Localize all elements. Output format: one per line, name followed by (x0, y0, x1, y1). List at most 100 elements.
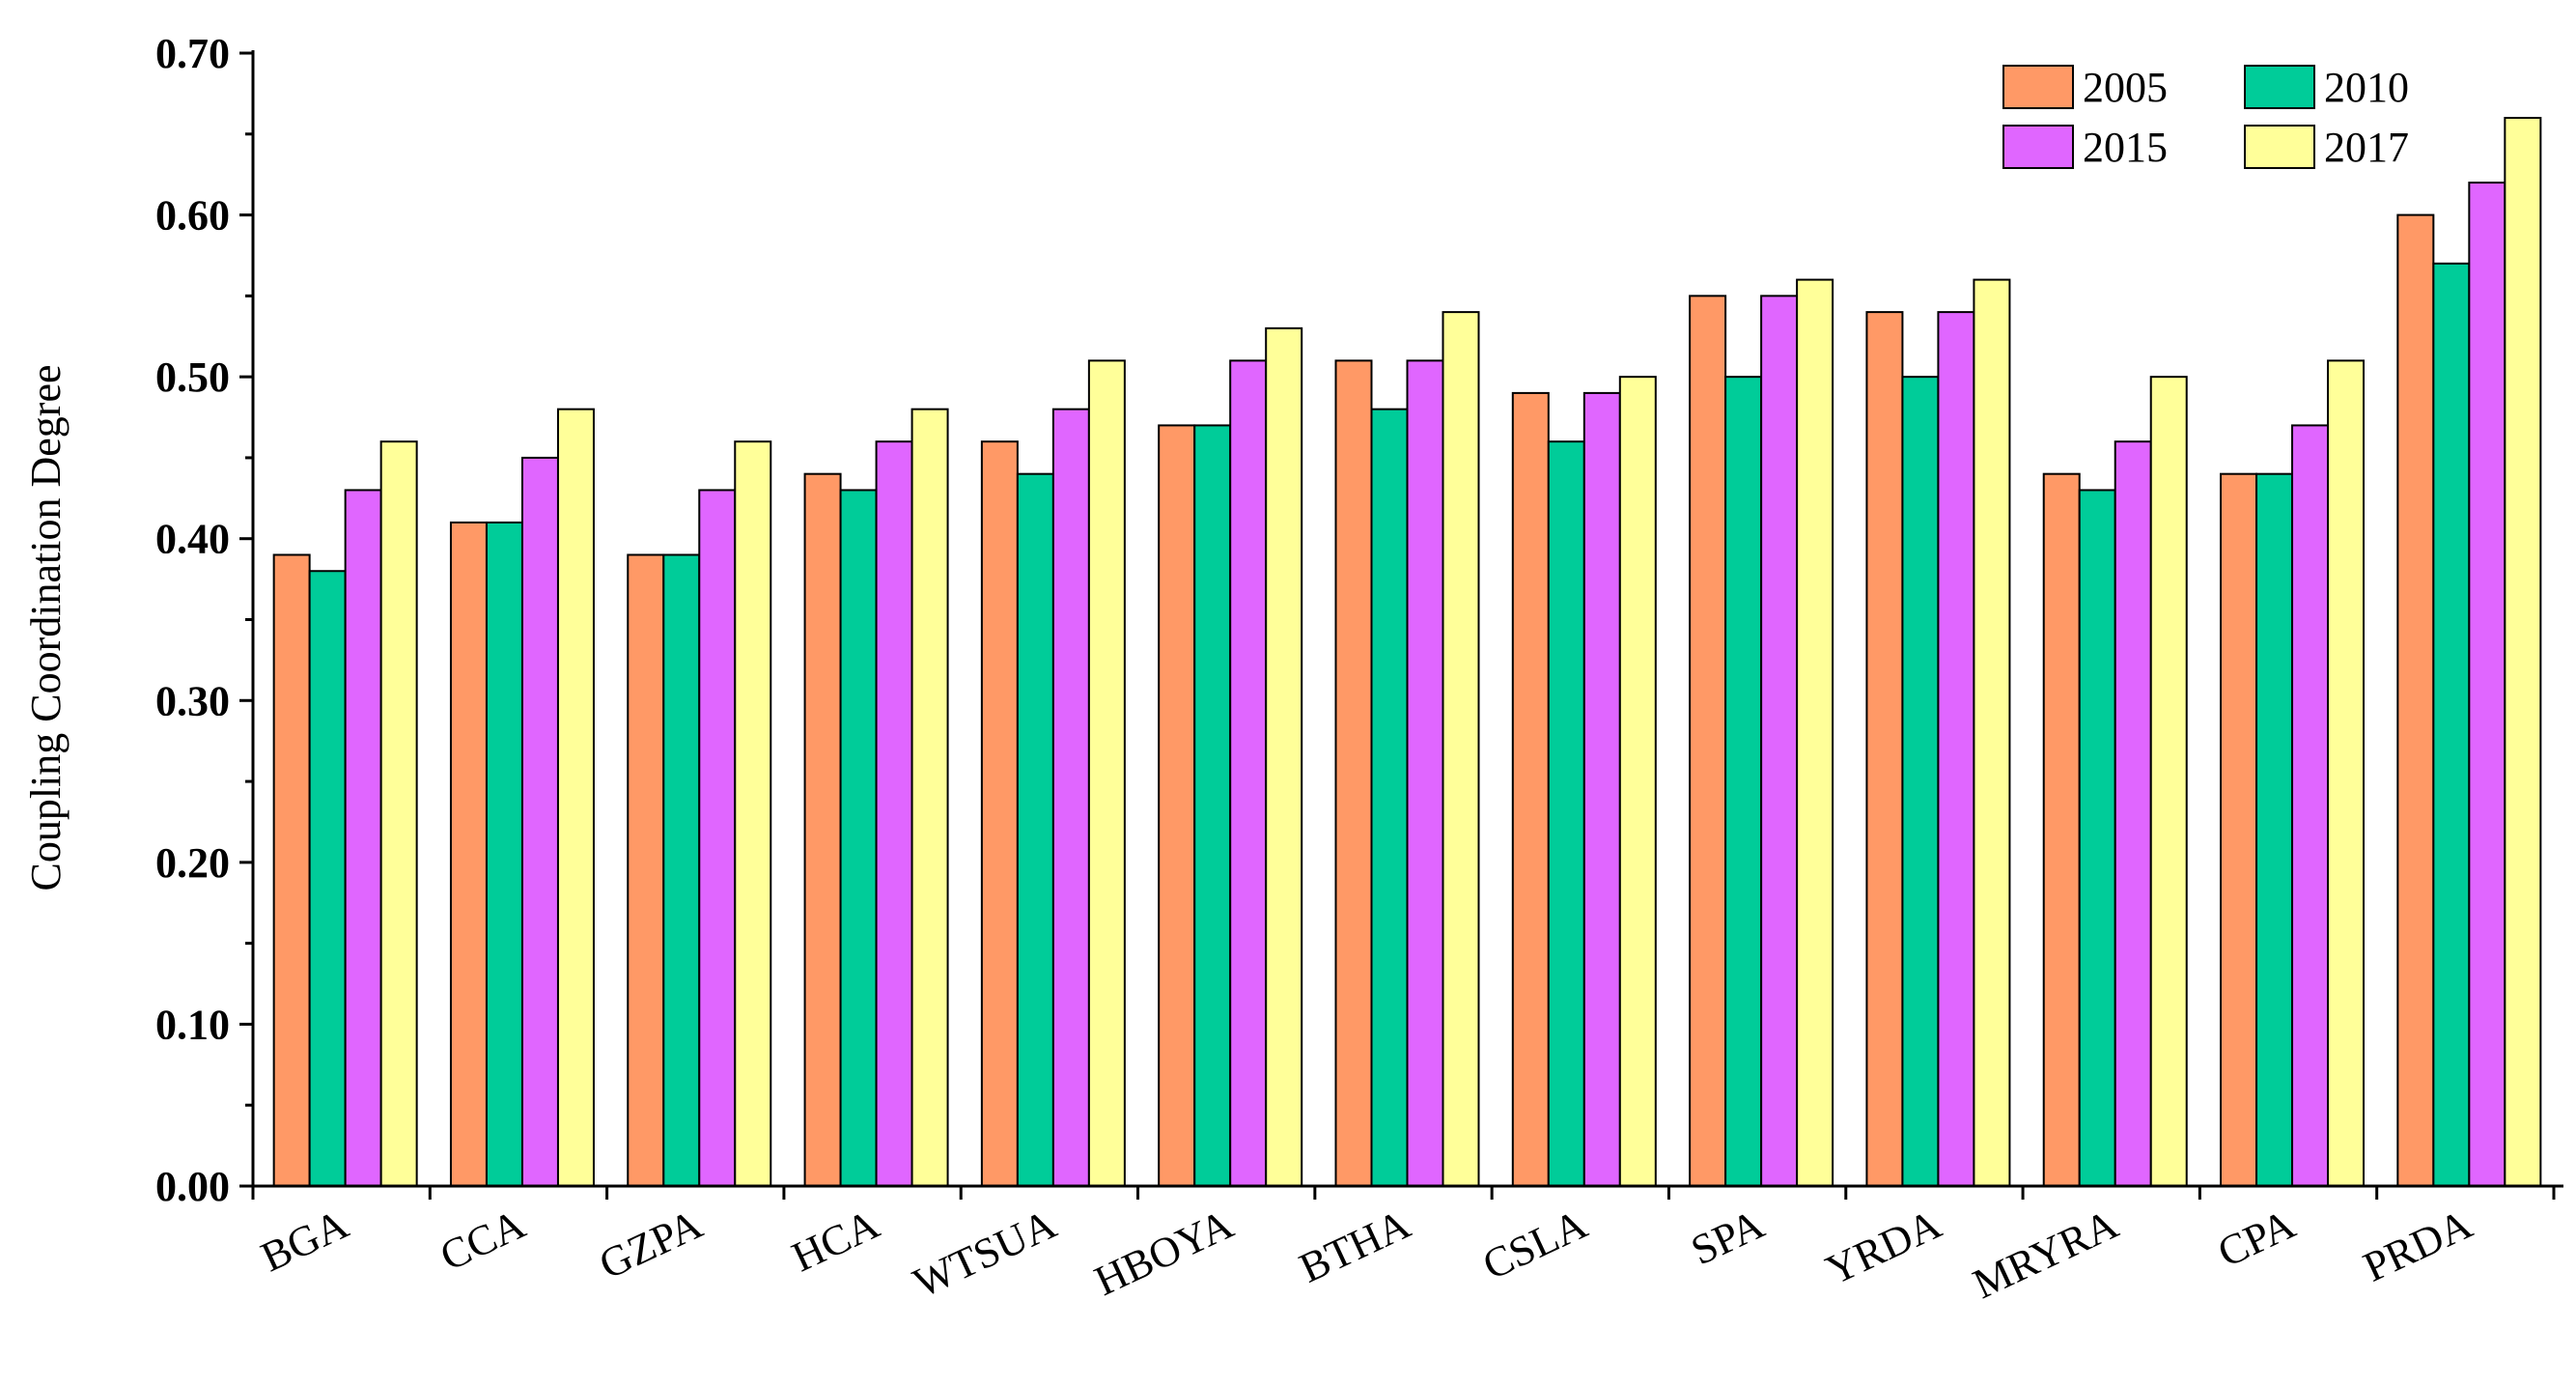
bar-cca-2015 (520, 456, 559, 1187)
bar-spa-2015 (1760, 295, 1799, 1188)
bar-wtsua-2010 (1016, 472, 1054, 1187)
bar-gzpa-2005 (627, 553, 665, 1187)
bar-bga-2010 (308, 570, 347, 1187)
bar-mryra-2017 (2149, 376, 2188, 1187)
bar-bga-2005 (272, 553, 311, 1187)
bar-group-bga (272, 440, 418, 1187)
bar-csla-2005 (1511, 391, 1550, 1187)
bar-prda-2005 (2396, 213, 2435, 1188)
y-tick-label: 0.30 (155, 677, 230, 724)
bar-hca-2010 (839, 489, 878, 1187)
y-tick-label: 0.00 (155, 1163, 230, 1210)
bar-hboya-2005 (1158, 424, 1196, 1187)
bar-csla-2015 (1582, 391, 1621, 1187)
y-tick-label: 0.10 (155, 1001, 230, 1048)
bar-prda-2015 (2468, 182, 2506, 1188)
bar-yrda-2015 (1937, 311, 1975, 1188)
legend-item-2015: 2015 (2002, 124, 2168, 171)
bar-group-spa (1689, 278, 1834, 1188)
bar-yrda-2017 (1973, 278, 2011, 1188)
bar-bga-2017 (379, 440, 418, 1187)
bar-csla-2010 (1547, 440, 1585, 1187)
bar-bga-2015 (344, 489, 382, 1187)
bar-cca-2005 (449, 521, 488, 1187)
bar-yrda-2010 (1901, 376, 1940, 1187)
x-tick-label: WTSUA (907, 1201, 1064, 1308)
legend: 2005 2010 2015 2017 (2002, 64, 2409, 171)
bar-group-hboya (1158, 326, 1303, 1188)
legend-swatch (2002, 65, 2074, 109)
x-tick-label: MRYRA (1966, 1201, 2125, 1309)
bar-group-btha (1334, 311, 1480, 1188)
x-tick-label: SPA (1684, 1201, 1771, 1275)
bar-hca-2015 (875, 440, 913, 1187)
bar-gzpa-2015 (698, 489, 737, 1187)
bar-btha-2015 (1406, 359, 1444, 1187)
bar-hboya-2010 (1193, 424, 1232, 1187)
x-tick-label: BGA (254, 1201, 355, 1282)
bars-layer (272, 117, 2542, 1188)
bar-cpa-2017 (2327, 359, 2366, 1187)
bar-prda-2010 (2432, 262, 2471, 1188)
bar-cpa-2010 (2255, 472, 2294, 1187)
legend-label: 2010 (2324, 64, 2409, 111)
y-tick-label: 0.20 (155, 839, 230, 887)
bar-csla-2017 (1618, 376, 1657, 1187)
bar-gzpa-2017 (734, 440, 772, 1187)
bar-group-cpa (2220, 359, 2366, 1187)
x-tick-label: HCA (785, 1201, 886, 1282)
bar-wtsua-2005 (980, 440, 1019, 1187)
bar-yrda-2005 (1865, 311, 1904, 1188)
legend-item-2017: 2017 (2244, 124, 2409, 171)
y-tick-label: 0.50 (155, 354, 230, 401)
bar-btha-2010 (1370, 408, 1409, 1187)
bar-spa-2010 (1724, 376, 1763, 1187)
y-tick-label: 0.60 (155, 192, 230, 240)
bar-hca-2005 (803, 472, 842, 1187)
x-tick-label: CSLA (1475, 1201, 1594, 1289)
legend-item-2005: 2005 (2002, 64, 2168, 111)
bar-cca-2010 (485, 521, 523, 1187)
bar-group-gzpa (627, 440, 772, 1187)
x-tick-label: BTHA (1292, 1201, 1416, 1292)
y-tick-label: 0.70 (155, 30, 230, 77)
bar-prda-2017 (2504, 117, 2542, 1188)
bar-cpa-2005 (2220, 472, 2258, 1187)
bar-mryra-2015 (2114, 440, 2152, 1187)
legend-label: 2015 (2083, 124, 2168, 171)
bar-hboya-2017 (1265, 326, 1303, 1188)
legend-swatch (2244, 125, 2315, 169)
legend-swatch (2002, 125, 2074, 169)
bar-spa-2005 (1689, 295, 1727, 1188)
bar-mryra-2005 (2042, 472, 2081, 1187)
x-tick-label: YRDA (1819, 1201, 1948, 1294)
bar-gzpa-2010 (662, 553, 701, 1187)
bar-group-yrda (1865, 278, 2011, 1188)
bar-group-csla (1511, 376, 1657, 1187)
bar-wtsua-2015 (1051, 408, 1090, 1187)
bar-group-prda (2396, 117, 2542, 1188)
bar-spa-2017 (1796, 278, 1834, 1188)
x-tick-label: CCA (433, 1201, 532, 1281)
bar-btha-2005 (1334, 359, 1373, 1187)
bar-cca-2017 (556, 408, 595, 1187)
bar-group-hca (803, 408, 949, 1187)
bar-hca-2017 (910, 408, 949, 1187)
x-tick-label: PRDA (2356, 1201, 2478, 1291)
legend-item-2010: 2010 (2244, 64, 2409, 111)
bar-cpa-2015 (2291, 424, 2330, 1187)
bar-group-mryra (2042, 376, 2188, 1187)
legend-label: 2005 (2083, 64, 2168, 111)
x-tick-label: HBOYA (1087, 1201, 1240, 1306)
bar-group-cca (449, 408, 595, 1187)
bar-mryra-2010 (2078, 489, 2116, 1187)
bar-wtsua-2017 (1087, 359, 1126, 1187)
bar-btha-2017 (1442, 311, 1480, 1188)
x-tick-label: GZPA (592, 1201, 709, 1288)
legend-swatch (2244, 65, 2315, 109)
y-tick-label: 0.40 (155, 516, 230, 563)
bar-group-wtsua (980, 359, 1126, 1187)
x-tick-label: CPA (2211, 1201, 2303, 1277)
